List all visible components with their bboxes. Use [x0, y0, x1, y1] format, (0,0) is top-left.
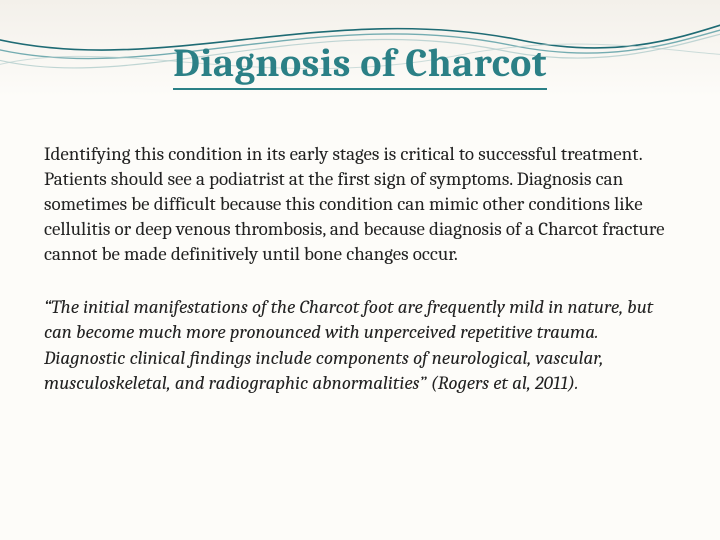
- paragraph-2-quote: “The initial manifestations of the Charc…: [44, 295, 676, 395]
- title-text: Diagnosis of Charcot: [173, 40, 547, 90]
- slide: Diagnosis of Charcot Identifying this co…: [0, 0, 720, 540]
- paragraph-1: Identifying this condition in its early …: [44, 142, 676, 267]
- slide-title: Diagnosis of Charcot: [0, 40, 720, 86]
- slide-body: Identifying this condition in its early …: [44, 142, 676, 424]
